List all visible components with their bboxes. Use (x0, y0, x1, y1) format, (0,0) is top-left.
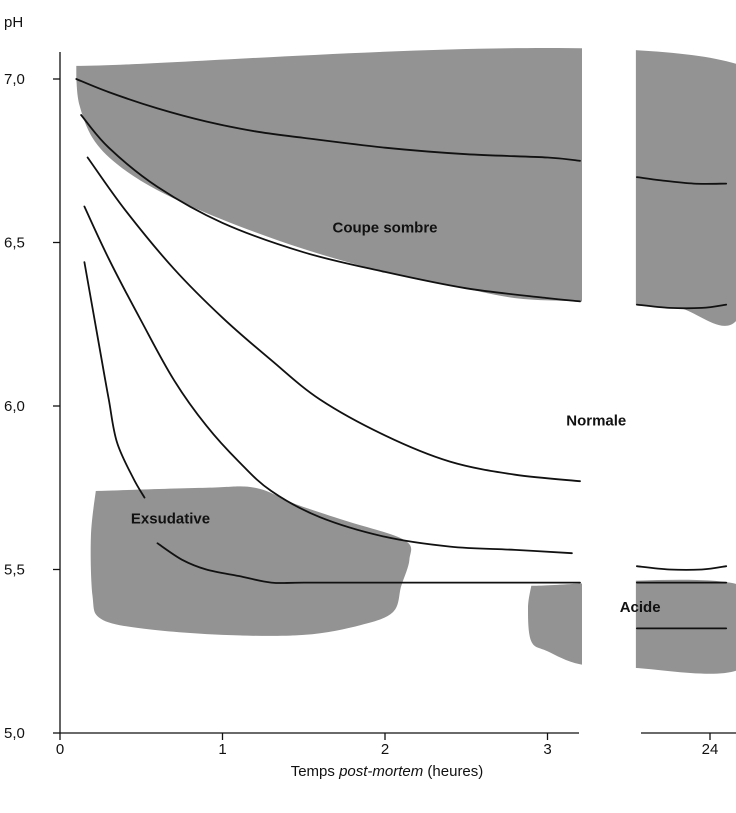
region-exsudative (90, 486, 412, 636)
y-tick-label: 5,0 (4, 725, 25, 742)
y-axis-title: pH (4, 14, 23, 31)
series-1-segment-2 (636, 176, 728, 185)
series-4-segment-2 (636, 565, 728, 571)
x-tick-label: 1 (218, 741, 226, 758)
series-5-segment-1 (83, 261, 146, 499)
x-tick-label: 0 (56, 741, 64, 758)
curve-layer (75, 78, 728, 630)
region-label-coupe-sombre: Coupe sombre (332, 220, 437, 237)
series-2-segment-2 (636, 303, 728, 310)
region-coupe-sombre (76, 48, 736, 326)
y-tick-label: 5,5 (4, 562, 25, 579)
x-tick-label: 2 (381, 741, 389, 758)
x-tick-label: 24 (702, 741, 719, 758)
region-label-layer: Coupe sombre Exsudative Acide Normale (131, 220, 661, 616)
series-1-segment-1 (75, 78, 581, 162)
x-tick-label: 3 (543, 741, 551, 758)
region-label-normale: Normale (566, 413, 626, 430)
series-4-segment-1 (83, 205, 573, 555)
y-tick-label: 6,5 (4, 235, 25, 252)
region-layer (76, 0, 736, 813)
y-tick-label: 6,0 (4, 398, 25, 415)
series-2-segment-1 (80, 114, 581, 303)
series-6-segment-1 (156, 542, 581, 584)
x-axis-title: Temps post-mortem (heures) (291, 763, 484, 780)
tick-layer: 7,0 6,5 6,0 5,5 5,0 0 1 2 3 24 (4, 71, 718, 758)
region-label-exsudative: Exsudative (131, 511, 210, 528)
axis-break-gap (582, 0, 636, 813)
y-tick-label: 7,0 (4, 71, 25, 88)
series-3-segment-1 (86, 156, 581, 483)
axes (59, 52, 736, 734)
region-label-acide: Acide (620, 599, 661, 616)
